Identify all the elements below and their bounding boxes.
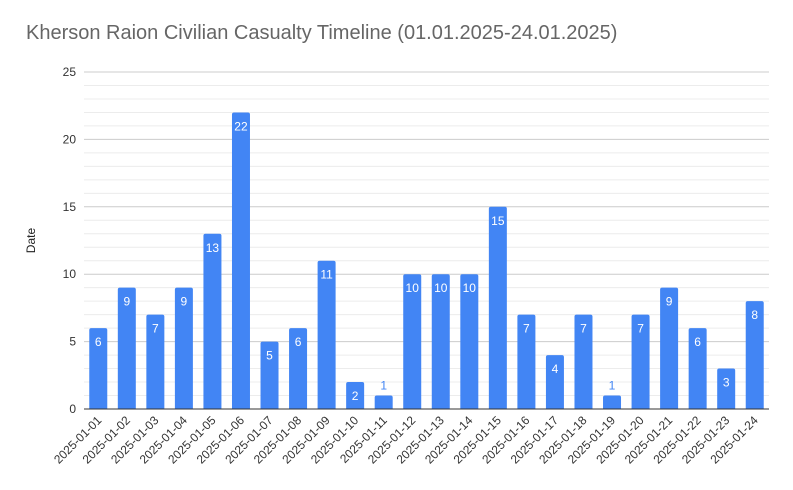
data-label: 1	[380, 379, 387, 393]
data-label: 5	[266, 349, 273, 363]
data-labels: 6 9 7 9 13 22 5 6 11 2 1 10 10 10 15 7 4 7 1 7 9 6 3 8	[95, 119, 758, 403]
data-label: 2	[352, 389, 359, 403]
data-label: 8	[751, 308, 758, 322]
data-label: 9	[123, 295, 130, 309]
y-axis-ticks: 0 5 10 15 20 25	[63, 65, 77, 416]
data-label: 6	[95, 335, 102, 349]
bar	[317, 260, 336, 409]
bar	[146, 314, 165, 409]
data-label: 15	[491, 214, 505, 228]
data-label: 9	[666, 295, 673, 309]
y-tick-label: 0	[69, 402, 76, 416]
bar	[460, 274, 479, 409]
bar	[745, 301, 764, 409]
bar	[403, 274, 422, 409]
y-tick-label: 10	[63, 267, 77, 281]
bar	[660, 287, 679, 409]
data-label: 1	[609, 379, 616, 393]
bar	[517, 314, 536, 409]
bar	[231, 112, 250, 409]
data-label: 22	[234, 119, 248, 133]
bar	[488, 206, 507, 409]
data-label: 7	[523, 322, 530, 336]
data-label: 4	[552, 362, 559, 376]
bar	[289, 328, 308, 409]
y-tick-label: 25	[63, 65, 77, 79]
bars	[89, 112, 764, 409]
y-tick-label: 15	[63, 200, 77, 214]
data-label: 6	[694, 335, 701, 349]
bar	[603, 395, 622, 409]
gridlines	[84, 71, 769, 397]
bar	[346, 382, 365, 409]
data-label: 6	[295, 335, 302, 349]
data-label: 13	[206, 241, 220, 255]
bar	[117, 287, 136, 409]
bar	[431, 274, 450, 409]
bar	[574, 314, 593, 409]
y-tick-label: 5	[69, 335, 76, 349]
bar	[374, 395, 393, 409]
data-label: 3	[723, 376, 730, 390]
data-label: 11	[320, 268, 333, 282]
data-label: 10	[434, 281, 448, 295]
chart-title: Kherson Raion Civilian Casualty Timeline…	[26, 22, 618, 44]
bar	[89, 328, 108, 409]
bar	[631, 314, 650, 409]
data-label: 10	[463, 281, 477, 295]
bar	[545, 355, 564, 409]
data-label: 10	[406, 281, 420, 295]
x-axis-ticks: 2025-01-012025-01-022025-01-032025-01-04…	[51, 413, 761, 467]
bar	[717, 368, 736, 409]
bar	[688, 328, 707, 409]
bar	[260, 341, 279, 409]
data-label: 7	[152, 322, 159, 336]
y-tick-label: 20	[63, 132, 77, 146]
bar	[203, 233, 222, 409]
y-axis-title: Date	[24, 228, 38, 254]
data-label: 9	[181, 295, 188, 309]
data-label: 7	[580, 322, 587, 336]
bar	[174, 287, 193, 409]
data-label: 7	[637, 322, 644, 336]
